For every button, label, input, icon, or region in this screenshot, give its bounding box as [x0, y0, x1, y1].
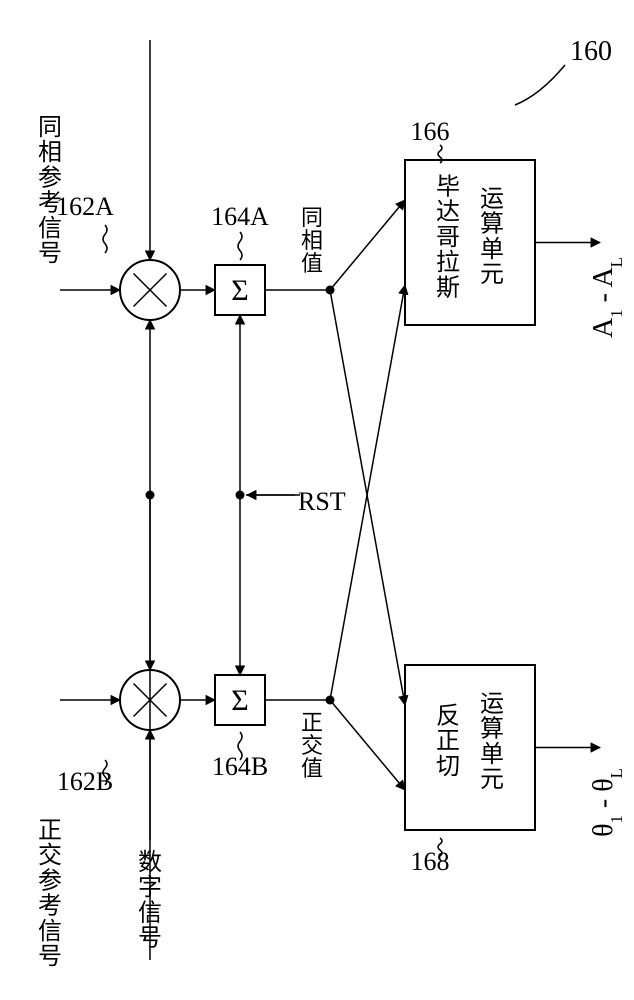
svg-text:Σ: Σ [231, 274, 248, 307]
svg-text:160: 160 [570, 36, 612, 67]
svg-text:毕达哥拉斯: 毕达哥拉斯 [436, 174, 460, 302]
svg-text:正交参考信号: 正交参考信号 [38, 818, 62, 970]
svg-text:同相参考信号: 同相参考信号 [38, 115, 62, 267]
svg-text:RST: RST [298, 487, 346, 516]
atan-block [405, 665, 535, 830]
svg-text:Σ: Σ [231, 684, 248, 717]
pythag-block [405, 160, 535, 325]
svg-text:正交值: 正交值 [301, 710, 323, 781]
svg-text:162A: 162A [56, 192, 114, 221]
svg-text:164B: 164B [212, 752, 268, 781]
svg-text:162B: 162B [57, 767, 113, 796]
svg-text:反正切: 反正切 [436, 703, 460, 780]
svg-text:166: 166 [411, 117, 450, 146]
svg-text:θ1 - θL: θ1 - θL [588, 768, 626, 837]
svg-text:164A: 164A [211, 202, 269, 231]
svg-text:A1 - AL: A1 - AL [588, 257, 626, 338]
svg-text:168: 168 [411, 847, 450, 876]
svg-text:运算单元: 运算单元 [480, 692, 504, 794]
svg-text:同相值: 同相值 [301, 205, 323, 276]
svg-text:运算单元: 运算单元 [480, 187, 504, 289]
